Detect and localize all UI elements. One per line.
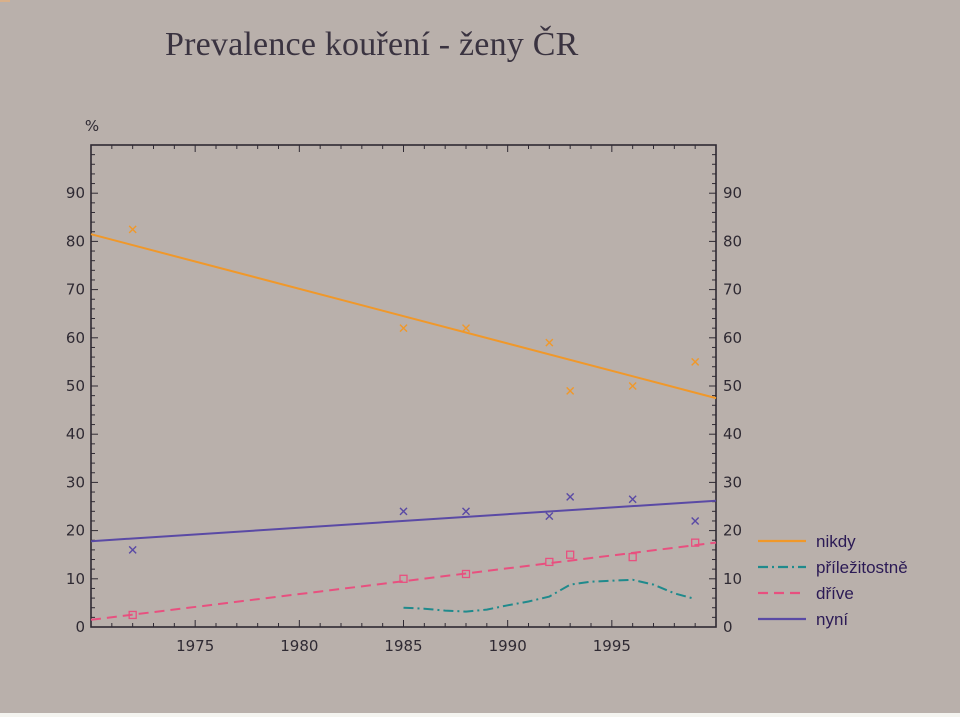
- y-tick-label-right: 20: [723, 522, 742, 540]
- y-tick-label-left: 70: [66, 281, 85, 299]
- data-point-nikdy: [462, 324, 470, 333]
- y-tick-label-right: 40: [723, 425, 742, 443]
- y-tick-label-left: 90: [66, 184, 85, 202]
- legend-label-nyní: nyní: [816, 610, 848, 629]
- y-tick-label-right: 70: [723, 281, 742, 299]
- y-axis-label: %: [85, 117, 99, 135]
- data-point-nikdy: [128, 225, 137, 234]
- y-tick-label-left: 30: [66, 473, 85, 491]
- bottom-strip: [0, 713, 960, 717]
- y-tick-label-left: 0: [75, 618, 85, 636]
- data-point-nyní: [462, 507, 470, 516]
- series-line-nyní: [90, 499, 717, 543]
- x-tick-label: 1995: [593, 637, 631, 655]
- data-point-dříve: [628, 552, 637, 562]
- series-line-příležitostně: [403, 578, 696, 613]
- x-tick-label: 1990: [489, 637, 527, 655]
- data-point-nyní: [399, 507, 408, 516]
- series-line-dříve: [90, 541, 717, 621]
- corner-mark: [0, 0, 10, 2]
- data-point-dříve: [545, 557, 554, 567]
- data-point-nikdy: [566, 386, 575, 395]
- data-point-nyní: [128, 545, 137, 554]
- y-tick-label-right: 10: [723, 570, 742, 588]
- y-tick-label-left: 10: [66, 570, 85, 588]
- data-point-nikdy: [691, 357, 700, 366]
- y-tick-label-left: 80: [66, 232, 85, 250]
- y-tick-label-right: 50: [723, 377, 742, 395]
- y-tick-label-right: 90: [723, 184, 742, 202]
- slide-title: Prevalence kouření - ženy ČR: [165, 26, 579, 63]
- y-tick-label-left: 60: [66, 329, 85, 347]
- y-tick-label-left: 40: [66, 425, 85, 443]
- y-tick-label-right: 80: [723, 232, 742, 250]
- x-tick-label: 1985: [384, 637, 422, 655]
- y-tick-label-right: 30: [723, 473, 742, 491]
- data-point-nyní: [545, 512, 554, 521]
- y-tick-label-right: 0: [723, 618, 733, 636]
- data-point-nyní: [691, 516, 700, 525]
- legend-label-nikdy: nikdy: [816, 532, 856, 551]
- y-tick-label-left: 50: [66, 377, 85, 395]
- data-point-nikdy: [399, 324, 408, 333]
- legend-label-příležitostně: příležitostně: [816, 558, 908, 577]
- data-point-nyní: [628, 495, 637, 504]
- data-point-dříve: [399, 574, 408, 583]
- y-tick-label-right: 60: [723, 329, 742, 347]
- data-point-dříve: [128, 610, 137, 620]
- data-point-nikdy: [545, 338, 554, 347]
- x-tick-label: 1980: [280, 637, 318, 655]
- series-line-nikdy: [90, 233, 717, 400]
- data-point-nyní: [566, 492, 575, 501]
- legend-label-dříve: dříve: [816, 584, 854, 603]
- y-tick-label-left: 20: [66, 522, 85, 540]
- data-point-dříve: [566, 550, 575, 559]
- data-point-nikdy: [628, 382, 637, 390]
- data-point-dříve: [691, 538, 700, 547]
- x-tick-label: 1975: [176, 637, 214, 655]
- data-point-dříve: [461, 569, 471, 579]
